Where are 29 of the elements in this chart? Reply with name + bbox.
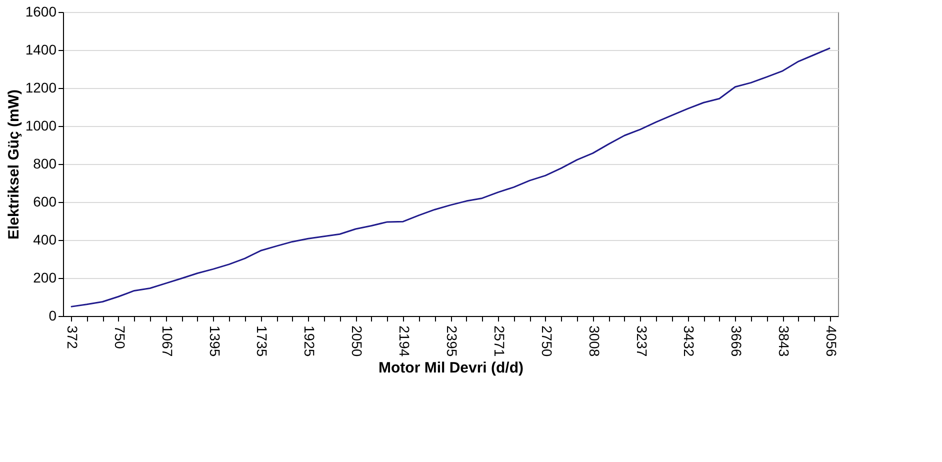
y-tick-label: 800 xyxy=(33,156,57,172)
x-tick-label: 1735 xyxy=(254,326,270,357)
y-tick-label: 600 xyxy=(33,194,57,210)
x-tick-label: 3008 xyxy=(586,326,602,357)
x-tick-label: 4056 xyxy=(824,326,840,357)
y-tick-label: 0 xyxy=(48,308,57,324)
x-tick-label: 1925 xyxy=(302,326,318,357)
y-axis-title: Elektriksel Güç (mW) xyxy=(5,89,22,240)
y-tick-label: 200 xyxy=(33,270,57,286)
x-tick-label: 3432 xyxy=(681,326,698,357)
y-tick-label: 1600 xyxy=(25,4,57,20)
y-tick-label: 1200 xyxy=(25,80,57,96)
x-tick-label: 2571 xyxy=(491,326,508,357)
x-tick-label: 1395 xyxy=(206,326,223,357)
y-tick-label: 1000 xyxy=(25,118,57,134)
x-tick-label: 2194 xyxy=(396,326,413,357)
x-tick-label: 3666 xyxy=(728,326,745,357)
x-tick-label: 2050 xyxy=(349,326,366,357)
x-axis-title: Motor Mil Devri (d/d) xyxy=(378,360,524,377)
x-tick-label: 372 xyxy=(64,326,80,350)
x-tick-label: 2750 xyxy=(538,326,555,357)
x-tick-label: 3237 xyxy=(634,326,650,357)
x-tick-label: 3843 xyxy=(776,326,792,357)
x-tick-label: 1067 xyxy=(159,326,176,357)
x-tick-label: 750 xyxy=(112,326,128,350)
x-tick-label: 2395 xyxy=(444,326,460,357)
y-tick-label: 400 xyxy=(33,232,57,248)
line-series xyxy=(70,47,831,308)
y-tick-label: 1400 xyxy=(25,42,57,58)
